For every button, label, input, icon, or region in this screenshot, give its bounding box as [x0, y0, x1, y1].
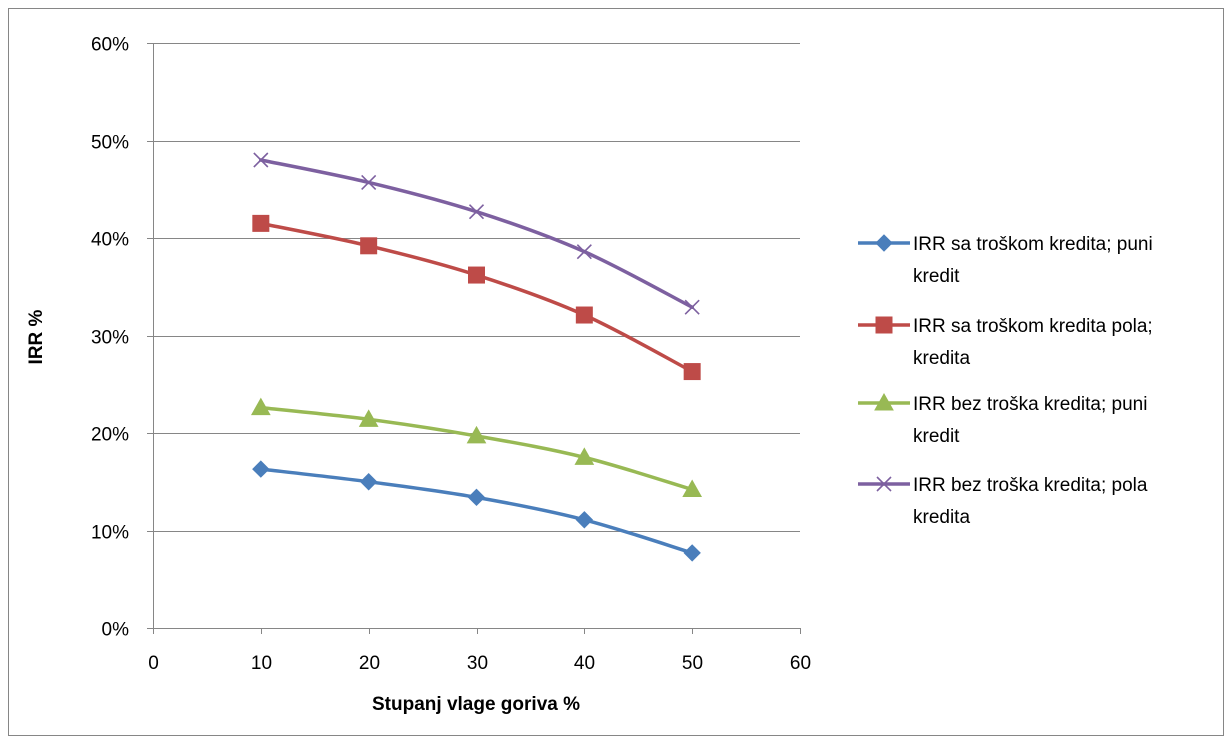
data-point [683, 544, 701, 562]
legend: IRR sa troškom kredita; puni kredit IRR sa… [858, 234, 1153, 528]
data-point [468, 266, 485, 284]
y-tick-label: 60% [91, 35, 129, 56]
legend-label-1: kredit [913, 266, 960, 287]
legend-label-2: IRR sa troškom kredita pola; [913, 316, 1153, 337]
series-layer [250, 152, 703, 562]
data-point [360, 237, 378, 255]
data-point [467, 488, 486, 507]
x-tick-label: 30 [467, 653, 488, 674]
x-tick-label: 40 [574, 653, 595, 674]
legend-label-2: kredita [913, 348, 970, 369]
y-tick-label: 30% [91, 328, 129, 349]
legend-marker-4 [876, 476, 892, 492]
data-point [576, 244, 592, 260]
x-tick-label: 50 [682, 653, 703, 674]
legend-label-3: IRR bez troška kredita; puni [913, 394, 1147, 415]
data-point [468, 204, 485, 220]
axis-layer: 0% 10% 20% 30% 40% 50% 60% 0 10 20 30 40 50 60 [91, 35, 811, 675]
legend-label-3: kredit [913, 426, 960, 447]
legend-label-4: kredita [913, 507, 970, 528]
x-tick-label: 0 [148, 653, 159, 674]
legend-marker-2 [875, 316, 893, 334]
y-tick-label: 0% [102, 620, 130, 641]
legend-label-1: IRR sa troškom kredita; puni [913, 234, 1153, 255]
legend-marker-1 [875, 234, 893, 252]
x-tick-label: 60 [790, 653, 811, 674]
data-point [253, 152, 269, 168]
y-tick-label: 10% [91, 523, 129, 544]
legend-label-4: IRR bez troška kredita; pola [913, 475, 1148, 496]
data-point [466, 425, 487, 444]
data-point [252, 214, 270, 232]
data-point [575, 511, 594, 529]
data-point [682, 479, 703, 498]
data-point [252, 460, 270, 478]
data-point [575, 306, 593, 324]
x-tick-label: 10 [251, 653, 272, 674]
data-point [359, 473, 378, 491]
grid-layer [153, 43, 800, 532]
x-axis-title: Stupanj vlage goriva % [372, 694, 580, 715]
x-tick-label: 20 [359, 653, 380, 674]
legend-marker-3 [874, 392, 894, 411]
data-point [684, 299, 700, 315]
chart-border [8, 8, 1224, 736]
y-axis-title: IRR % [26, 309, 47, 364]
data-point [358, 409, 379, 427]
data-point [683, 363, 701, 381]
y-tick-label: 20% [91, 425, 129, 446]
y-tick-label: 40% [91, 230, 129, 251]
data-point [361, 174, 377, 190]
y-tick-label: 50% [91, 133, 129, 154]
data-point [574, 447, 595, 465]
data-point [250, 397, 271, 416]
